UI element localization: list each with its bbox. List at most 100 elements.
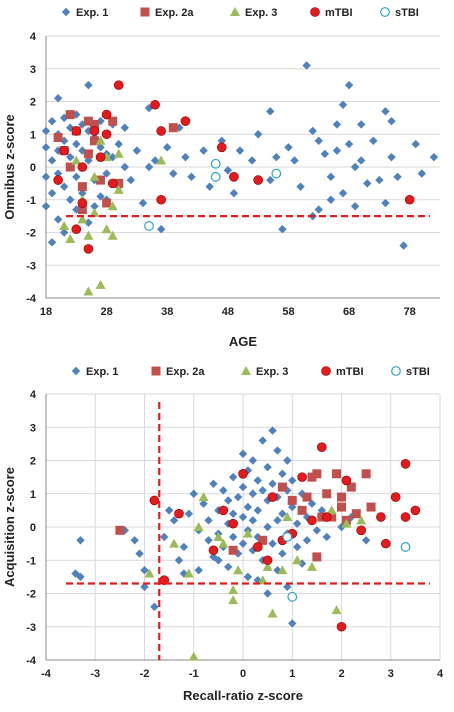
data-point xyxy=(150,602,159,611)
y-axis-label: Omnibus z-score xyxy=(2,114,17,219)
data-point xyxy=(188,651,199,661)
x-tick-label: 0 xyxy=(240,668,246,680)
data-point xyxy=(296,182,305,191)
data-point xyxy=(65,162,75,172)
data-point xyxy=(156,126,166,136)
data-point xyxy=(238,512,248,522)
data-point xyxy=(278,509,287,518)
data-point xyxy=(210,171,221,182)
x-tick-label: 78 xyxy=(404,306,416,318)
y-tick-label: -4 xyxy=(26,655,37,667)
data-point xyxy=(53,146,63,155)
data-point xyxy=(120,162,129,172)
data-point xyxy=(238,468,248,479)
data-point xyxy=(258,436,267,445)
data-point xyxy=(271,168,282,179)
data-point xyxy=(247,156,257,165)
data-point xyxy=(41,126,51,136)
data-point xyxy=(307,515,317,526)
data-point xyxy=(113,184,124,194)
data-point xyxy=(253,130,263,139)
data-point xyxy=(326,195,336,204)
y-tick-label: 3 xyxy=(30,64,36,76)
data-point xyxy=(179,569,189,578)
legend-label: Exp. 3 xyxy=(245,7,277,19)
data-point xyxy=(76,536,85,545)
data-point xyxy=(205,182,214,191)
data-point xyxy=(77,162,88,172)
data-point xyxy=(243,502,253,512)
data-point xyxy=(307,499,317,508)
legend-label: sTBI xyxy=(395,7,419,19)
data-point xyxy=(288,502,297,512)
series-exp-1 xyxy=(41,61,439,250)
data-point xyxy=(210,158,221,169)
data-point xyxy=(238,482,248,492)
data-point xyxy=(331,605,342,615)
data-point xyxy=(317,512,327,522)
data-point xyxy=(65,110,75,120)
x-tick-label: -3 xyxy=(90,668,100,680)
data-point xyxy=(351,509,361,519)
data-point xyxy=(327,512,337,522)
legend-marker xyxy=(230,7,240,16)
data-point xyxy=(144,162,154,172)
data-point xyxy=(83,230,94,240)
data-point xyxy=(101,129,112,140)
data-point xyxy=(90,202,99,211)
data-point xyxy=(350,162,360,172)
data-point xyxy=(338,189,348,198)
legend-label: mTBI xyxy=(336,366,364,378)
y-tick-label: -3 xyxy=(26,622,36,634)
data-point xyxy=(363,179,372,188)
data-point xyxy=(292,555,303,565)
data-point xyxy=(243,572,253,582)
series-exp-3 xyxy=(59,135,167,296)
data-point xyxy=(273,566,282,575)
data-point xyxy=(89,126,100,136)
data-point xyxy=(332,469,342,479)
data-point xyxy=(321,512,332,522)
data-point xyxy=(262,561,273,571)
data-point xyxy=(107,201,118,211)
series-exp-2a xyxy=(115,469,376,562)
data-point xyxy=(150,156,160,165)
data-point xyxy=(194,566,203,575)
data-point xyxy=(278,469,287,478)
y-tick-label: 0 xyxy=(30,162,36,174)
data-point xyxy=(65,234,76,244)
y-tick-label: 3 xyxy=(30,422,36,434)
data-point xyxy=(284,143,293,152)
legend-label: Exp. 2a xyxy=(166,366,205,378)
data-point xyxy=(120,123,129,132)
y-tick-label: -2 xyxy=(26,228,36,240)
legend: Exp. 1 Exp. 2a Exp. 3 mTBI sTBI xyxy=(61,7,419,19)
data-point xyxy=(266,107,275,116)
data-point xyxy=(229,172,239,182)
data-point xyxy=(366,502,376,512)
data-point xyxy=(77,198,88,208)
data-point xyxy=(160,532,169,542)
data-point xyxy=(338,100,348,109)
series-mtbi xyxy=(53,80,415,254)
y-tick-label: -4 xyxy=(26,293,37,305)
data-point xyxy=(316,442,327,453)
data-point xyxy=(278,549,287,558)
data-point xyxy=(41,202,51,211)
data-point xyxy=(297,505,307,515)
data-point xyxy=(317,506,326,515)
data-point xyxy=(326,172,336,182)
data-point xyxy=(287,591,298,602)
x-tick-label: 48 xyxy=(222,306,234,318)
data-point xyxy=(288,476,297,485)
data-point xyxy=(224,519,233,528)
data-point xyxy=(120,526,129,535)
data-point xyxy=(253,476,262,485)
data-point xyxy=(229,189,239,198)
data-point xyxy=(130,536,139,545)
data-point xyxy=(107,178,118,189)
data-point xyxy=(174,556,184,565)
data-point xyxy=(390,492,401,502)
x-tick-label: 4 xyxy=(437,668,444,680)
data-point xyxy=(89,207,100,217)
